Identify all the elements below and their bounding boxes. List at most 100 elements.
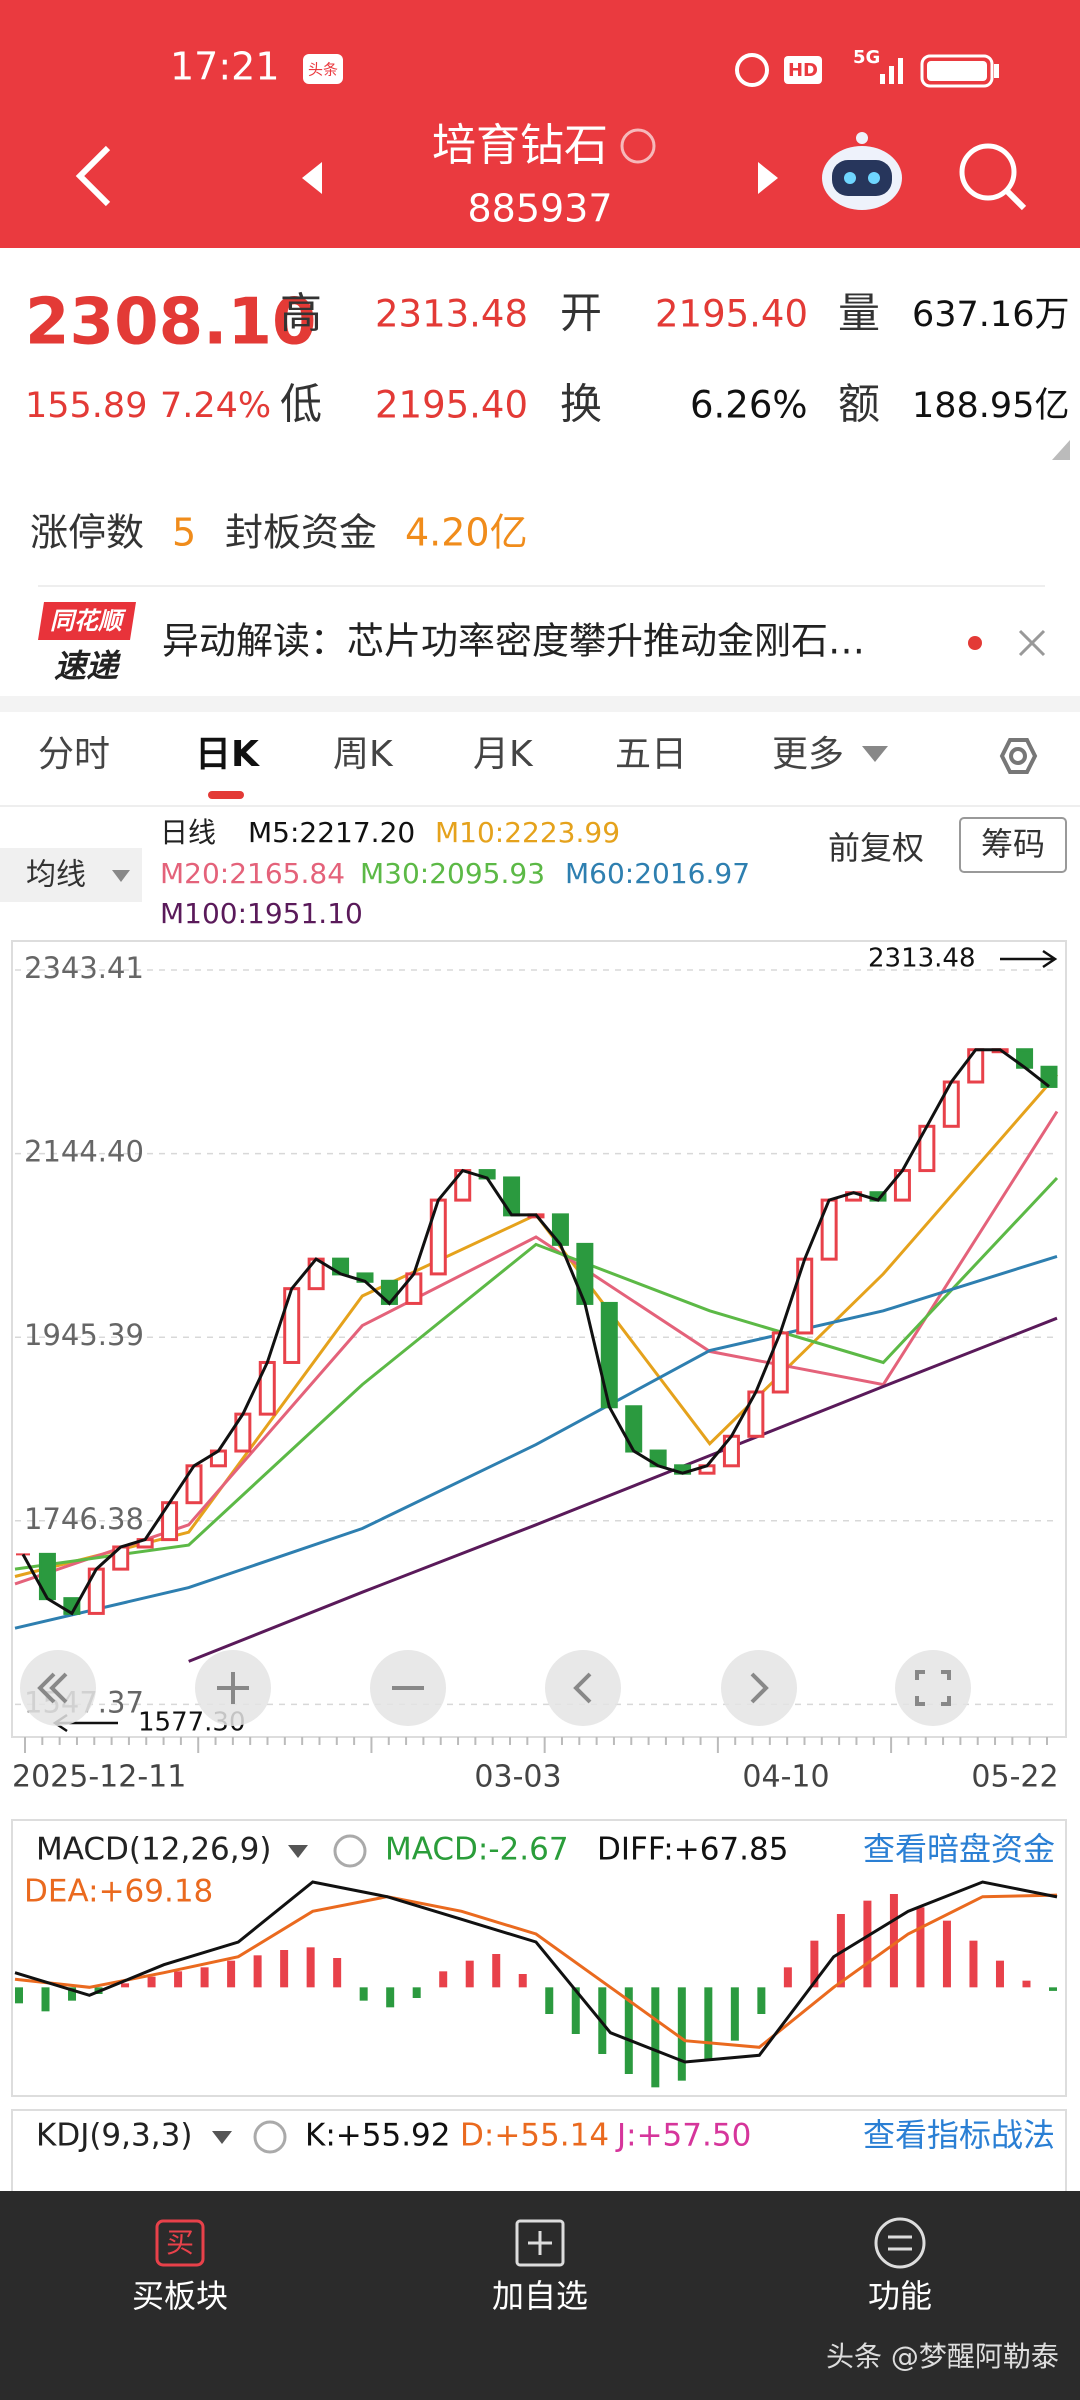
macd-bar (412, 1987, 421, 1998)
field-label: 量 (838, 289, 880, 338)
field-label: 换 (560, 380, 602, 429)
y-tick-label: 2343.41 (24, 951, 144, 985)
macd-bar (624, 1987, 633, 2074)
bottom-item[interactable]: 加自选 (492, 2277, 588, 2315)
help-icon[interactable] (253, 2120, 287, 2154)
expand-corner[interactable] (1052, 440, 1070, 460)
news-row[interactable]: 同花顺 速递 异动解读：芯片功率密度攀升推动金刚石… (38, 602, 982, 685)
tab-indicator (208, 791, 244, 799)
tab[interactable]: 周K (333, 734, 394, 775)
diff-value: DIFF:+67.85 (597, 1832, 788, 1868)
status-network: 5G (853, 47, 880, 68)
bottom-item[interactable]: 买板块 (132, 2277, 228, 2315)
chips-button[interactable] (959, 817, 1067, 873)
bottom-bar (0, 2191, 1080, 2400)
assistant-icon[interactable] (822, 132, 902, 210)
control-button[interactable] (721, 1650, 797, 1726)
tab[interactable]: 更多 (772, 734, 844, 775)
kdj-title[interactable]: KDJ(9,3,3) (36, 2118, 192, 2154)
menu-icon (874, 2217, 926, 2269)
control-button[interactable] (895, 1650, 971, 1726)
change-pct: 7.24% (160, 386, 271, 426)
hd-bg (784, 56, 822, 84)
candle (16, 1553, 30, 1556)
status-badge-bg (303, 54, 343, 84)
ma-legend-item: M10:2223.99 (435, 816, 620, 849)
y-tick-label: 2144.40 (24, 1135, 144, 1169)
ma-legend: M5:2217.20 M10:2223.99 M20:2165.84 M30:2095… (160, 816, 750, 930)
ma-line (14, 1110, 1059, 1586)
macd-bar (1049, 1987, 1057, 1991)
field-value: 6.26% (690, 384, 808, 427)
watermark: 头条 @梦醒阿勒泰 (826, 2340, 1059, 2373)
add-icon-plus (528, 2231, 552, 2255)
kdj-link[interactable]: 查看指标战法 (863, 2116, 1055, 2154)
macd-bar (465, 1960, 474, 1988)
x-tick-label: 04-10 (742, 1760, 829, 1795)
tab-active[interactable]: 日K (195, 734, 260, 775)
adjust[interactable]: 前复权 (828, 829, 924, 867)
control-icon (49, 1672, 68, 1704)
macd-bar (121, 1983, 130, 1988)
macd-bar (969, 1940, 978, 1988)
field-label: 额 (838, 380, 880, 429)
tab[interactable]: 分时 (38, 734, 110, 775)
info-icon[interactable] (620, 128, 656, 164)
ma-selector[interactable]: 均线 (26, 858, 86, 893)
help-icon[interactable] (333, 1834, 367, 1868)
high-arrow (1000, 949, 1058, 969)
field-label: 低 (280, 380, 322, 429)
next-button[interactable] (758, 162, 778, 194)
macd-bar (359, 1987, 368, 2001)
macd-bar (677, 1987, 686, 2081)
battery-level (927, 61, 987, 81)
field-label: 高 (280, 289, 322, 338)
status-badge: 头条 (308, 61, 338, 79)
control-icon (750, 1672, 769, 1704)
prev-button[interactable] (302, 162, 322, 194)
macd-title[interactable]: MACD(12,26,9) (36, 1832, 271, 1868)
x-tick-label: 03-03 (474, 1760, 561, 1795)
search-button[interactable] (959, 143, 1017, 201)
battery-tip (994, 64, 999, 78)
news-close[interactable] (1018, 629, 1046, 657)
control-button[interactable] (20, 1650, 96, 1726)
macd-bar (333, 1958, 342, 1988)
stock-title: 培育钻石 (432, 120, 608, 171)
macd-caret (288, 1845, 308, 1858)
alarm-icon (735, 53, 769, 87)
ma-legend-item: M5:2217.20 (248, 816, 415, 849)
macd-bar (41, 1987, 50, 2012)
macd-bar (571, 1987, 580, 2034)
control-button[interactable] (545, 1650, 621, 1726)
macd-bar (386, 1987, 395, 2008)
macd-bar (280, 1950, 289, 1988)
field-value: 2313.48 (375, 293, 528, 336)
macd-bar (492, 1954, 501, 1988)
ma-legend-item: M100:1951.10 (160, 897, 363, 930)
limit-count: 5 (172, 511, 196, 555)
bottom-item[interactable]: 功能 (868, 2277, 932, 2315)
back-button[interactable] (75, 145, 111, 207)
limit-label: 涨停数 (30, 511, 144, 555)
k-value: K:+55.92 (305, 2118, 451, 2154)
ma-line (188, 1316, 1058, 1663)
macd-bar (227, 1960, 236, 1988)
dea-value: DEA:+69.18 (24, 1874, 213, 1910)
field-value: 2195.40 (655, 293, 808, 336)
status-hd: HD (788, 60, 818, 81)
macd-bar (147, 1976, 156, 1988)
macd-bar (942, 1920, 951, 1988)
tab[interactable]: 月K (473, 734, 534, 775)
macd-bar (439, 1971, 448, 1988)
macd-link[interactable]: 查看暗盘资金 (863, 1830, 1055, 1868)
ma-caret (112, 870, 130, 882)
settings-button[interactable] (999, 738, 1038, 774)
tab[interactable]: 五日 (615, 734, 687, 775)
menu-icon-lines (888, 2235, 912, 2251)
high-label: 2313.48 (868, 944, 976, 974)
macd-bar (730, 1987, 739, 2041)
chips-label[interactable]: 筹码 (981, 825, 1045, 863)
